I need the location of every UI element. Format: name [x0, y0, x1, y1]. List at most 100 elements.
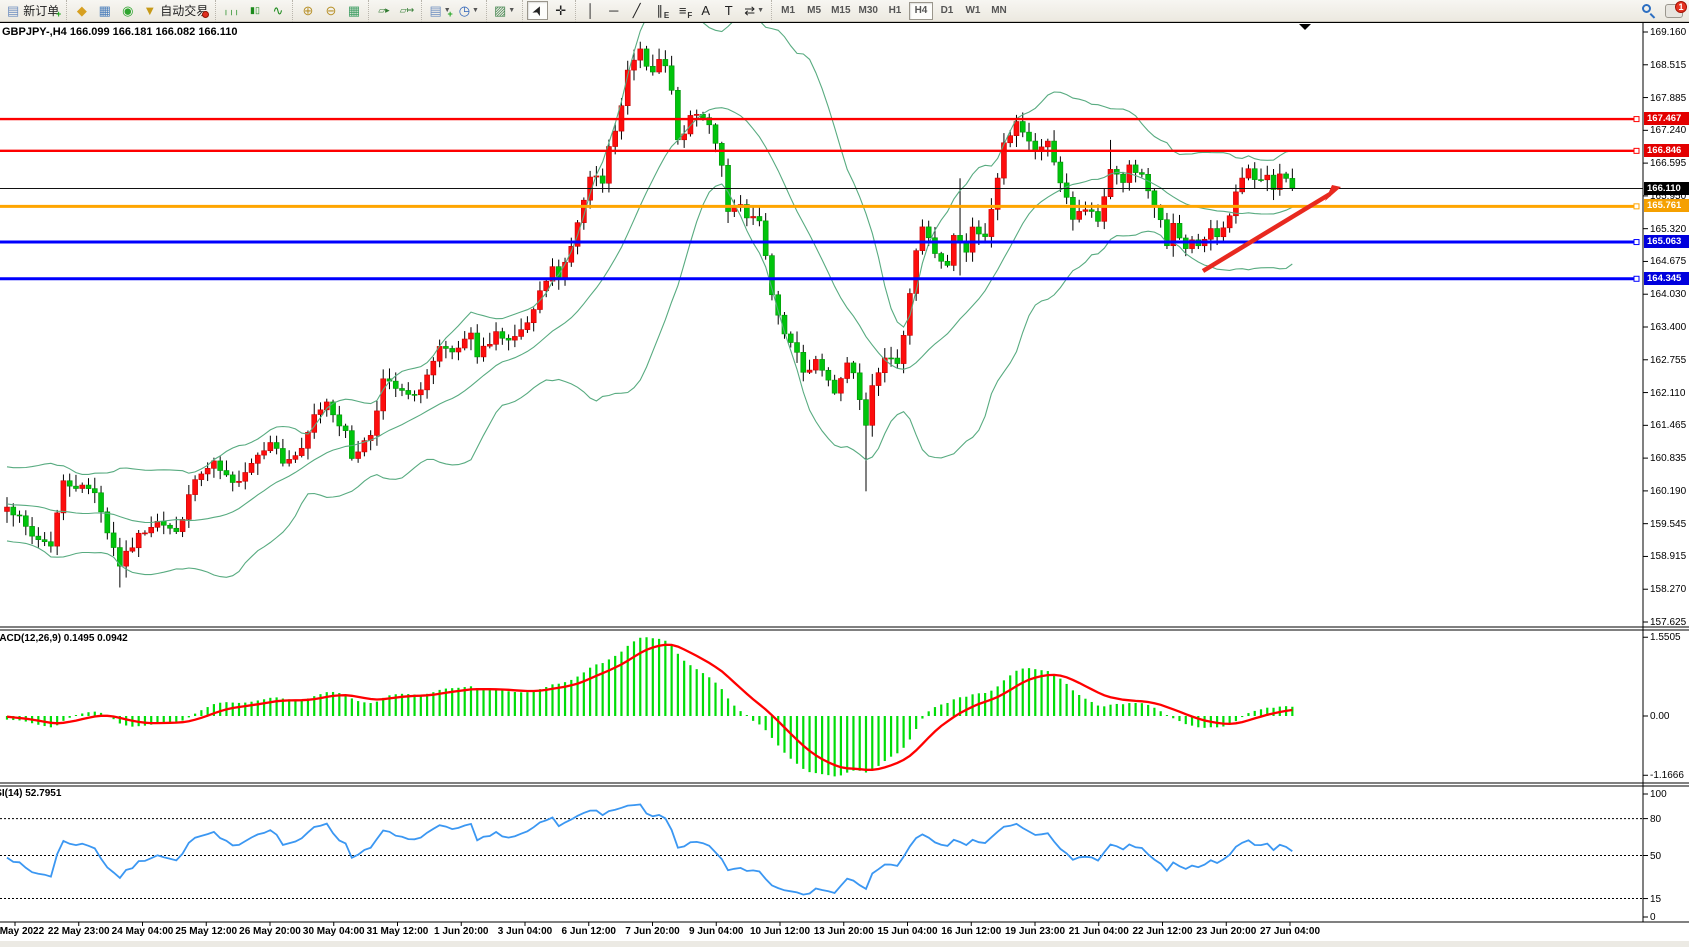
hline-price-tag: 167.467 [1644, 112, 1689, 126]
crosshair-button[interactable]: ✛ [550, 1, 571, 20]
toolbar-button-label: 新订单 [23, 3, 60, 18]
market-watch-button[interactable]: ▦ [94, 1, 115, 20]
text-label-icon: T [724, 3, 733, 18]
profiles-button[interactable]: ▨ ▼ [491, 1, 518, 20]
zoom-out-button[interactable]: ⊖ [320, 1, 341, 20]
auto-scroll-icon: ▱▸ [378, 5, 390, 15]
price-tick-label: 165.320 [1650, 223, 1687, 235]
price-tick-label: 158.270 [1650, 584, 1687, 596]
rsi-indicator-label: RSI(14) 52.7951 [0, 788, 62, 799]
chevron-down-icon: ▼ [472, 7, 479, 14]
timeframe-m1-button[interactable]: M1 [781, 4, 796, 16]
equidistant-channel-icon: ∥ [656, 3, 663, 18]
macd-panel [5, 637, 1294, 777]
time-axis-label: 22 May 2022 [0, 926, 45, 937]
time-axis-label: 7 Jun 20:00 [625, 926, 680, 937]
trendline-icon: ╱ [632, 3, 641, 18]
chart-area[interactable]: GBPJPY-,H4 166.099 166.181 166.082 166.1… [0, 22, 1689, 947]
rsi-scale-label: 80 [1650, 813, 1662, 825]
rsi-panel [0, 803, 1643, 900]
new-order-button[interactable]: ▤ + 新订单 [4, 1, 62, 20]
toolbar-group: ▨ ▼ [485, 0, 522, 22]
timeframe-m15-button[interactable]: M15 [831, 4, 851, 16]
auto-trading-button[interactable]: ▼ 自动交易 [140, 1, 211, 20]
timeframe-h1-button[interactable]: H1 [888, 4, 902, 16]
window-bottom-edge [0, 941, 1689, 947]
timeframe-w1-button[interactable]: W1 [965, 4, 981, 16]
horizontal-line-button[interactable]: ─ [603, 1, 624, 20]
toolbar-group: ⊕ ⊖ ▦ [292, 0, 368, 22]
text-label-button[interactable]: T [718, 1, 739, 20]
hline-anchor[interactable] [1633, 147, 1640, 154]
zoom-in-button[interactable]: ⊕ [297, 1, 318, 20]
trend-arrow[interactable] [1201, 185, 1341, 273]
chevron-down-icon: ▼ [757, 7, 765, 14]
chart-canvas[interactable] [0, 22, 1689, 947]
price-tick-label: 160.190 [1650, 485, 1687, 497]
timeframe-mn-button[interactable]: MN [991, 4, 1007, 16]
auto-scroll-button[interactable]: ▱▸ [373, 1, 394, 20]
time-axis-label: 6 Jun 12:00 [561, 926, 616, 937]
price-tick-label: 168.515 [1650, 59, 1687, 71]
vertical-line-button[interactable]: │ [580, 1, 601, 20]
deposit-button[interactable]: ◆ [71, 1, 92, 20]
timeframe-d1-button[interactable]: D1 [940, 4, 954, 16]
price-tick-label: 169.160 [1650, 27, 1687, 38]
candlestick-chart-button[interactable]: ▮▯ [244, 1, 265, 20]
search-icon[interactable] [1641, 3, 1657, 19]
horizontal-line-icon: ─ [609, 3, 619, 18]
hline-anchor[interactable] [1633, 116, 1640, 123]
chart-shift-marker[interactable] [1299, 24, 1311, 30]
macd-scale-label: 0.00 [1650, 711, 1670, 722]
arrows-button[interactable]: ⇄ ▼ [741, 1, 767, 20]
hline-anchor[interactable] [1633, 203, 1640, 210]
price-tick-label: 167.885 [1650, 92, 1687, 104]
notifications-icon[interactable]: 1 [1665, 1, 1687, 18]
bars-chart-button[interactable]: ╷╷╷ [220, 1, 242, 20]
price-tick-label: 165.950 [1650, 190, 1687, 202]
timeframe-m30-button[interactable]: M30 [858, 4, 878, 16]
hline-price-tag: 165.063 [1644, 235, 1689, 249]
hline-anchor[interactable] [1633, 239, 1640, 246]
new-chart-button[interactable]: ▤ + ▼ [426, 1, 453, 20]
price-tick-label: 157.625 [1650, 617, 1687, 628]
crosshair-icon: ✛ [555, 3, 567, 18]
toolbar-group: ▱▸ ▱↦ [368, 0, 421, 22]
timeframe-group: M1 M5 M15 M30 H1 H4 D1 W1 MN [771, 0, 1015, 22]
equidistant-channel-button[interactable]: ∥ E [649, 1, 670, 20]
arrows-icon: ⇄ [744, 3, 756, 18]
notification-badge: 1 [1675, 1, 1687, 13]
market-watch-icon: ▦ [98, 3, 111, 18]
deposit-icon: ◆ [76, 3, 87, 18]
hline-anchor[interactable] [1633, 275, 1640, 282]
toolbar: ▤ + 新订单 ◆ ▦ ◉ ▼ 自动交易 ╷╷╷ ▮▯ ∿ ⊕ ⊖ ▦ ▱▸ ▱↦ ▤ + ▼ ◷ ▼ ▨ ▼ ➤ ✛ │ ─ ╱ ∥ E… [0, 0, 1689, 22]
time-axis-label: 19 Jun 23:00 [1004, 926, 1066, 937]
fibonacci-button[interactable]: ≡ F [672, 1, 693, 20]
time-axis-label: 27 Jun 04:00 [1259, 926, 1321, 937]
price-tick-label: 164.030 [1650, 289, 1687, 301]
icon-sub-letter: F [687, 11, 693, 20]
timeframe-m5-button[interactable]: M5 [807, 4, 822, 16]
timeframe-h4-button[interactable]: H4 [908, 1, 933, 20]
stop-dot-icon [202, 11, 210, 18]
tile-windows-button[interactable]: ▦ [343, 1, 364, 20]
period-clock-button[interactable]: ◷ ▼ [456, 1, 482, 20]
signals-icon: ◉ [122, 3, 134, 18]
line-chart-button[interactable]: ∿ [267, 1, 288, 20]
rsi-scale-label: 0 [1650, 912, 1656, 923]
plus-overlay-icon: + [447, 9, 453, 19]
macd-scale-label: -1.1666 [1650, 770, 1684, 782]
symbol-ohlc-header: GBPJPY-,H4 166.099 166.181 166.082 166.1… [2, 26, 238, 38]
text-button[interactable]: A [695, 1, 716, 20]
toolbar-group: ◆ ▦ ◉ ▼ 自动交易 [66, 0, 215, 22]
trendline-button[interactable]: ╱ [626, 1, 647, 20]
signals-button[interactable]: ◉ [117, 1, 138, 20]
chart-shift-button[interactable]: ▱↦ [396, 1, 417, 20]
rsi-scale-label: 15 [1650, 893, 1662, 905]
macd-scale-label: 1.5505 [1650, 632, 1681, 644]
horizontal-lines-layer [0, 116, 1643, 282]
time-axis-label: 30 May 04:00 [302, 926, 365, 937]
price-tick-label: 161.465 [1650, 420, 1687, 432]
cursor-button[interactable]: ➤ [527, 1, 549, 20]
